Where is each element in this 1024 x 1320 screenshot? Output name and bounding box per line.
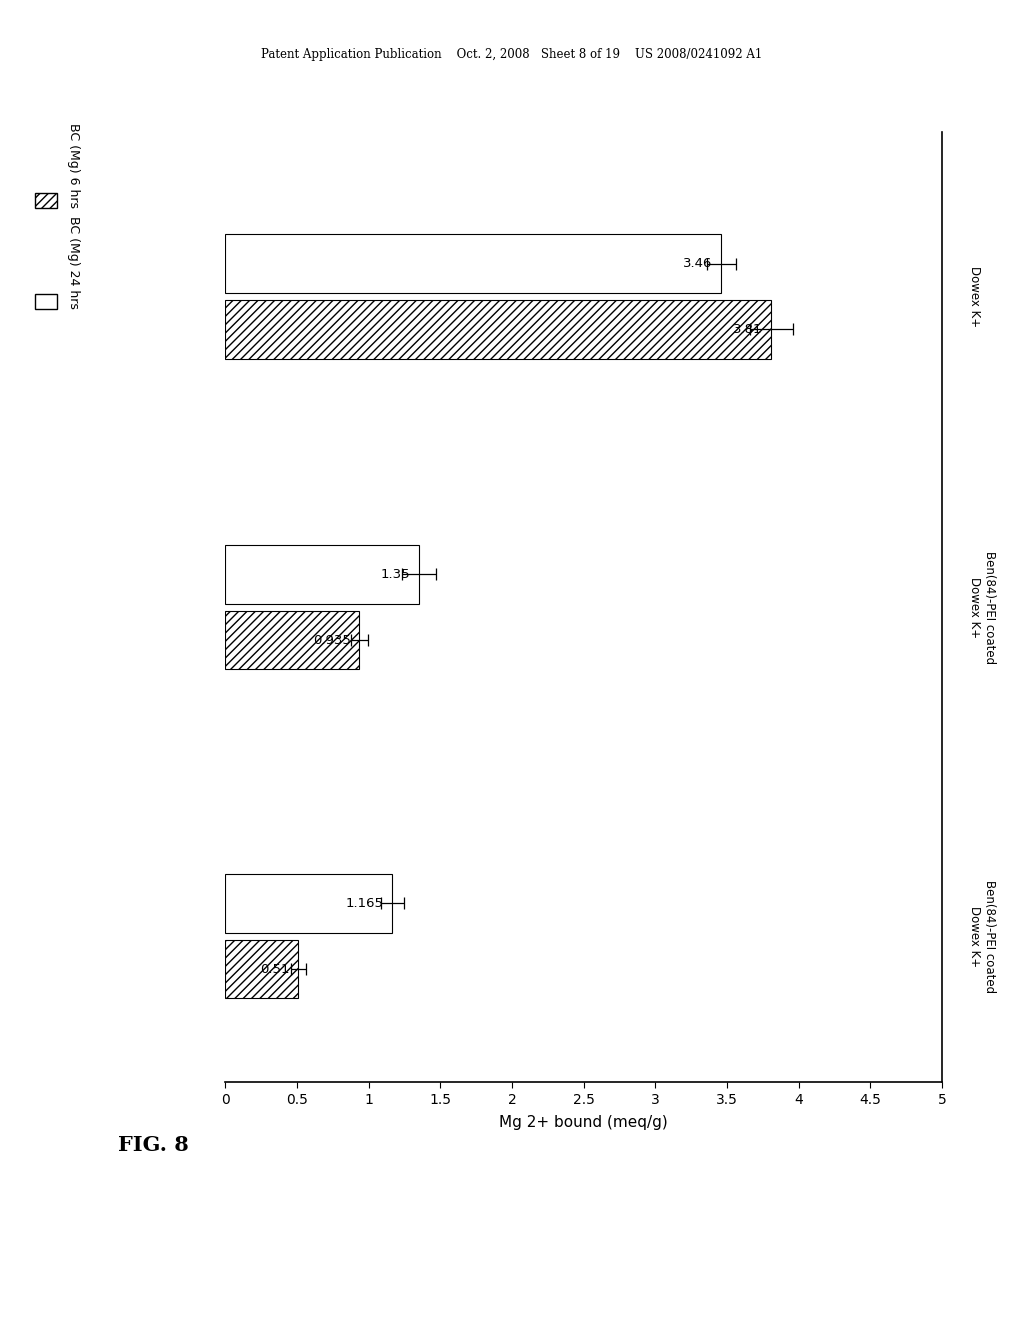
Bar xyxy=(225,940,298,998)
Text: 3.81: 3.81 xyxy=(733,323,763,335)
Text: 1.35: 1.35 xyxy=(381,568,411,581)
Bar xyxy=(225,235,721,293)
Text: 1.165: 1.165 xyxy=(346,896,384,909)
Legend: BC (Mg) 6 hrs, BC (Mg) 24 hrs: BC (Mg) 6 hrs, BC (Mg) 24 hrs xyxy=(31,119,84,313)
Text: FIG. 8: FIG. 8 xyxy=(118,1135,188,1155)
Bar xyxy=(225,611,359,669)
Text: Ben(84)-PEI coated
Dowex K+: Ben(84)-PEI coated Dowex K+ xyxy=(968,550,996,664)
Text: 0.935: 0.935 xyxy=(313,634,350,647)
Bar xyxy=(225,300,771,359)
Text: Dowex K+: Dowex K+ xyxy=(968,265,981,327)
Text: 0.51: 0.51 xyxy=(260,962,290,975)
X-axis label: Mg 2+ bound (meq/g): Mg 2+ bound (meq/g) xyxy=(500,1115,668,1130)
Text: 3.46: 3.46 xyxy=(683,257,713,271)
Text: Patent Application Publication    Oct. 2, 2008   Sheet 8 of 19    US 2008/024109: Patent Application Publication Oct. 2, 2… xyxy=(261,48,763,61)
Bar xyxy=(225,874,392,932)
Text: Ben(84)-PEI coated
Dowex K+: Ben(84)-PEI coated Dowex K+ xyxy=(968,879,996,993)
Bar xyxy=(225,545,419,603)
